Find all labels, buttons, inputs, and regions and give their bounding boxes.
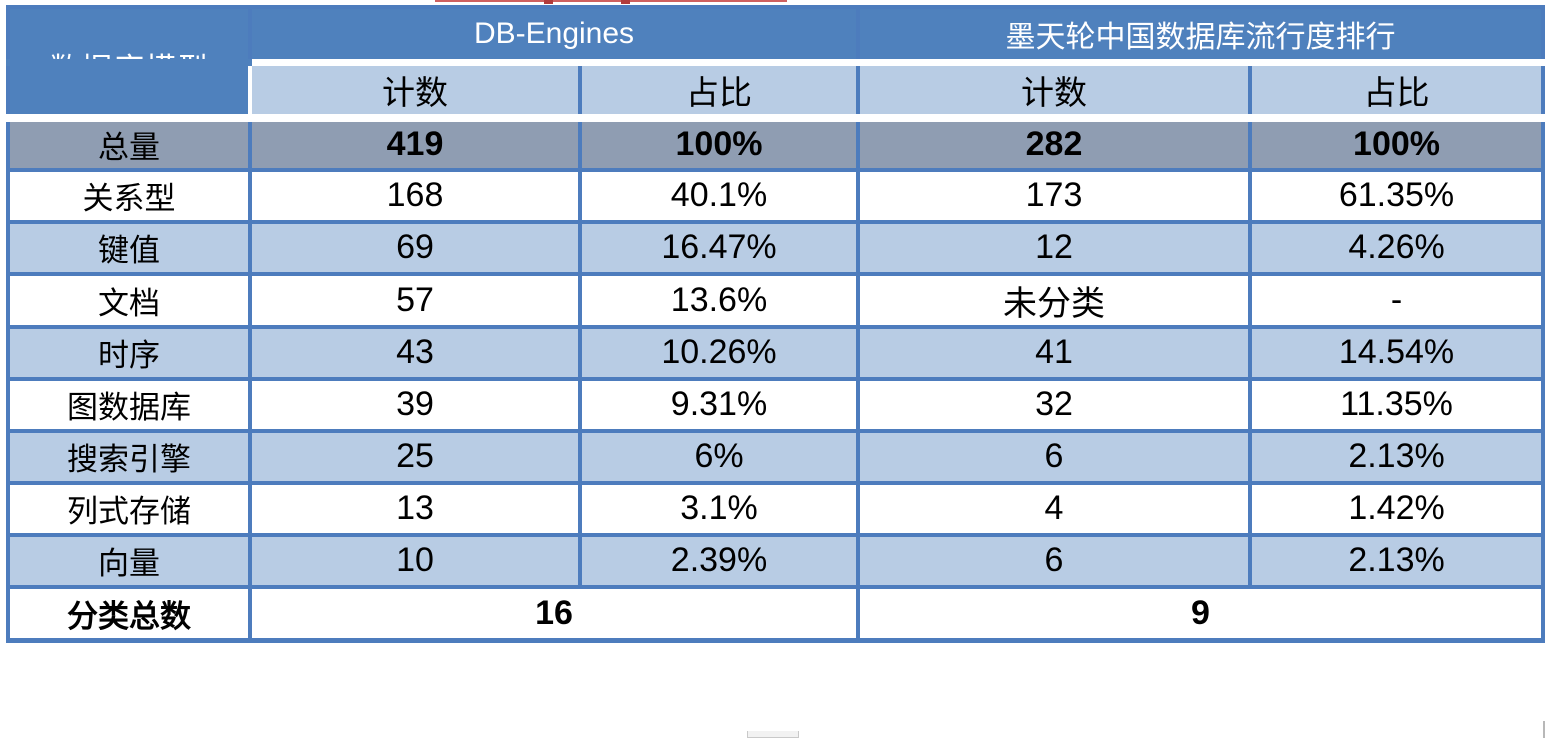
table-row: 关系型 168 40.1% 173 61.35% <box>6 167 1546 224</box>
modb-count-cell[interactable]: 4 <box>856 480 1253 537</box>
db-engines-share-cell[interactable]: 9.31% <box>577 376 861 433</box>
row-label[interactable]: 关系型 <box>6 167 252 224</box>
modb-count-cell[interactable]: 未分类 <box>856 271 1253 329</box>
category-total-row: 分类总数 16 9 <box>6 584 1546 643</box>
table-row: 向量 10 2.39% 6 2.13% <box>6 532 1546 589</box>
modb-share-cell[interactable]: 2.13% <box>1248 428 1546 485</box>
row-label[interactable]: 搜索引擎 <box>6 428 252 485</box>
db-engines-category-total-cell[interactable]: 16 <box>247 584 861 643</box>
db-engines-share-cell[interactable]: 3.1% <box>577 480 861 537</box>
db-engines-count-header[interactable]: 计数 <box>248 60 582 122</box>
db-engines-count-cell[interactable]: 57 <box>248 271 582 329</box>
table-row: 时序 43 10.26% 41 14.54% <box>6 324 1546 381</box>
db-engines-group-header[interactable]: DB-Engines <box>247 5 861 66</box>
db-engines-count-cell[interactable]: 13 <box>248 480 582 537</box>
db-engines-count-cell[interactable]: 69 <box>248 219 582 276</box>
modb-ranking-group-header[interactable]: 墨天轮中国数据库流行度排行 <box>856 5 1546 66</box>
top-red-tick-artifact <box>544 0 553 4</box>
db-engines-share-cell[interactable]: 10.26% <box>577 324 861 381</box>
table-row: 搜索引擎 25 6% 6 2.13% <box>6 428 1546 485</box>
db-engines-count-cell[interactable]: 168 <box>248 167 582 224</box>
row-label[interactable]: 键值 <box>6 219 252 276</box>
db-engines-count-cell[interactable]: 43 <box>248 324 582 381</box>
top-red-tick-artifact <box>621 0 630 4</box>
modb-share-cell[interactable]: 14.54% <box>1248 324 1546 381</box>
modb-category-total-cell[interactable]: 9 <box>856 584 1546 643</box>
database-model-comparison-table: 数据库模型 DB-Engines 墨天轮中国数据库流行度排行 计数 占比 计数 … <box>6 5 1546 643</box>
table-row: 列式存储 13 3.1% 4 1.42% <box>6 480 1546 537</box>
modb-count-cell[interactable]: 282 <box>856 115 1253 172</box>
modb-share-cell[interactable]: 4.26% <box>1248 219 1546 276</box>
db-engines-share-cell[interactable]: 40.1% <box>577 167 861 224</box>
modb-share-cell[interactable]: 2.13% <box>1248 532 1546 589</box>
modb-share-cell[interactable]: 61.35% <box>1248 167 1546 224</box>
modb-share-header[interactable]: 占比 <box>1248 60 1546 122</box>
row-label[interactable]: 图数据库 <box>6 376 252 433</box>
table-row: 图数据库 39 9.31% 32 11.35% <box>6 376 1546 433</box>
modb-share-cell[interactable]: 100% <box>1248 115 1546 172</box>
row-label[interactable]: 总量 <box>6 115 252 172</box>
right-edge-artifact <box>1543 721 1545 738</box>
table-row-total: 总量 419 100% 282 100% <box>6 115 1546 172</box>
row-label[interactable]: 文档 <box>6 271 252 329</box>
db-engines-share-cell[interactable]: 6% <box>577 428 861 485</box>
corner-header-cell-lower[interactable] <box>6 62 252 122</box>
db-engines-count-cell[interactable]: 419 <box>248 115 582 172</box>
db-engines-share-cell[interactable]: 2.39% <box>577 532 861 589</box>
modb-count-cell[interactable]: 6 <box>856 428 1253 485</box>
category-total-label[interactable]: 分类总数 <box>6 584 252 643</box>
modb-count-cell[interactable]: 12 <box>856 219 1253 276</box>
modb-count-cell[interactable]: 32 <box>856 376 1253 433</box>
db-engines-count-cell[interactable]: 39 <box>248 376 582 433</box>
corner-header-cell[interactable]: 数据库模型 <box>6 5 252 66</box>
db-engines-share-cell[interactable]: 16.47% <box>577 219 861 276</box>
modb-share-cell[interactable]: - <box>1248 271 1546 329</box>
modb-count-header[interactable]: 计数 <box>856 60 1253 122</box>
db-engines-share-cell[interactable]: 100% <box>577 115 861 172</box>
modb-count-cell[interactable]: 41 <box>856 324 1253 381</box>
header-row-groups: 数据库模型 DB-Engines 墨天轮中国数据库流行度排行 <box>6 5 1546 66</box>
table-row: 文档 57 13.6% 未分类 - <box>6 271 1546 329</box>
top-red-line-artifact <box>435 0 787 2</box>
row-label[interactable]: 列式存储 <box>6 480 252 537</box>
db-engines-share-header[interactable]: 占比 <box>577 60 861 122</box>
scrollbar-fragment[interactable] <box>747 731 799 738</box>
db-engines-count-cell[interactable]: 10 <box>248 532 582 589</box>
header-row-subcolumns: 计数 占比 计数 占比 <box>6 60 1546 122</box>
table-row: 键值 69 16.47% 12 4.26% <box>6 219 1546 276</box>
db-engines-count-cell[interactable]: 25 <box>248 428 582 485</box>
db-engines-share-cell[interactable]: 13.6% <box>577 271 861 329</box>
modb-count-cell[interactable]: 6 <box>856 532 1253 589</box>
modb-share-cell[interactable]: 1.42% <box>1248 480 1546 537</box>
corner-header-label: 数据库模型 <box>12 11 246 55</box>
row-label[interactable]: 向量 <box>6 532 252 589</box>
row-label[interactable]: 时序 <box>6 324 252 381</box>
modb-share-cell[interactable]: 11.35% <box>1248 376 1546 433</box>
modb-count-cell[interactable]: 173 <box>856 167 1253 224</box>
